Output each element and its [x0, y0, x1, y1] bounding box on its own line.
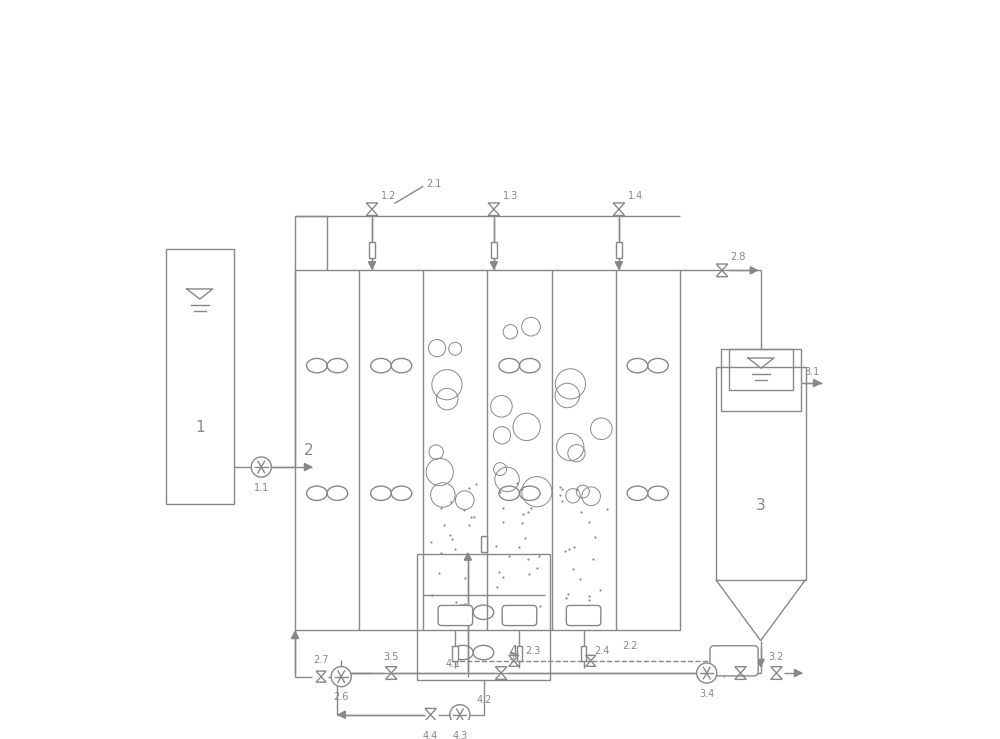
Text: 2.6: 2.6	[334, 692, 349, 703]
FancyBboxPatch shape	[438, 605, 473, 626]
Circle shape	[697, 663, 717, 683]
Bar	[721, 350, 801, 411]
Text: 2.1: 2.1	[427, 179, 442, 189]
Text: 4.3: 4.3	[452, 731, 468, 739]
Text: 3: 3	[756, 498, 766, 513]
Bar	[716, 367, 806, 579]
Bar	[295, 270, 680, 630]
Text: 3.2: 3.2	[769, 652, 784, 661]
Text: 2.2: 2.2	[622, 641, 638, 651]
FancyBboxPatch shape	[566, 605, 601, 626]
Text: 1: 1	[195, 420, 205, 435]
FancyBboxPatch shape	[710, 646, 758, 676]
Text: 3.5: 3.5	[384, 652, 399, 661]
Polygon shape	[338, 670, 345, 677]
Bar	[491, 242, 497, 258]
Text: 1.2: 1.2	[381, 191, 396, 201]
Text: 3.4: 3.4	[699, 689, 714, 699]
Bar	[616, 242, 622, 258]
Bar	[452, 647, 458, 661]
Text: 2: 2	[304, 443, 313, 457]
Polygon shape	[615, 262, 622, 269]
FancyBboxPatch shape	[502, 605, 537, 626]
Text: 3.6: 3.6	[508, 652, 524, 661]
Text: 2.5: 2.5	[726, 655, 742, 666]
Bar	[729, 350, 793, 390]
Circle shape	[331, 667, 351, 687]
Text: 3.1: 3.1	[804, 367, 819, 378]
Bar	[417, 554, 550, 680]
Text: 2.8: 2.8	[731, 253, 746, 262]
Bar	[166, 249, 234, 504]
Text: 1.1: 1.1	[254, 483, 269, 493]
Text: 2.3: 2.3	[525, 646, 541, 655]
Circle shape	[450, 705, 470, 725]
Bar	[517, 647, 522, 661]
Circle shape	[251, 457, 271, 477]
Bar	[581, 647, 586, 661]
Text: 4.1: 4.1	[445, 659, 461, 670]
Text: 4.4: 4.4	[423, 731, 438, 739]
Polygon shape	[304, 463, 312, 471]
Bar	[481, 536, 487, 551]
Text: 1.4: 1.4	[627, 191, 643, 201]
Polygon shape	[338, 711, 345, 718]
Text: 4: 4	[508, 645, 518, 660]
Polygon shape	[368, 262, 376, 269]
Text: 4.2: 4.2	[476, 695, 492, 704]
Text: 2.4: 2.4	[594, 646, 610, 655]
Polygon shape	[490, 262, 497, 269]
Polygon shape	[814, 379, 821, 386]
Text: 3.3: 3.3	[733, 652, 748, 661]
Polygon shape	[750, 267, 757, 274]
Polygon shape	[794, 670, 802, 677]
Bar	[369, 242, 375, 258]
Polygon shape	[464, 553, 471, 560]
Polygon shape	[291, 631, 299, 638]
Text: 2.7: 2.7	[313, 655, 329, 665]
Text: 1.3: 1.3	[502, 191, 518, 201]
Polygon shape	[757, 659, 764, 667]
